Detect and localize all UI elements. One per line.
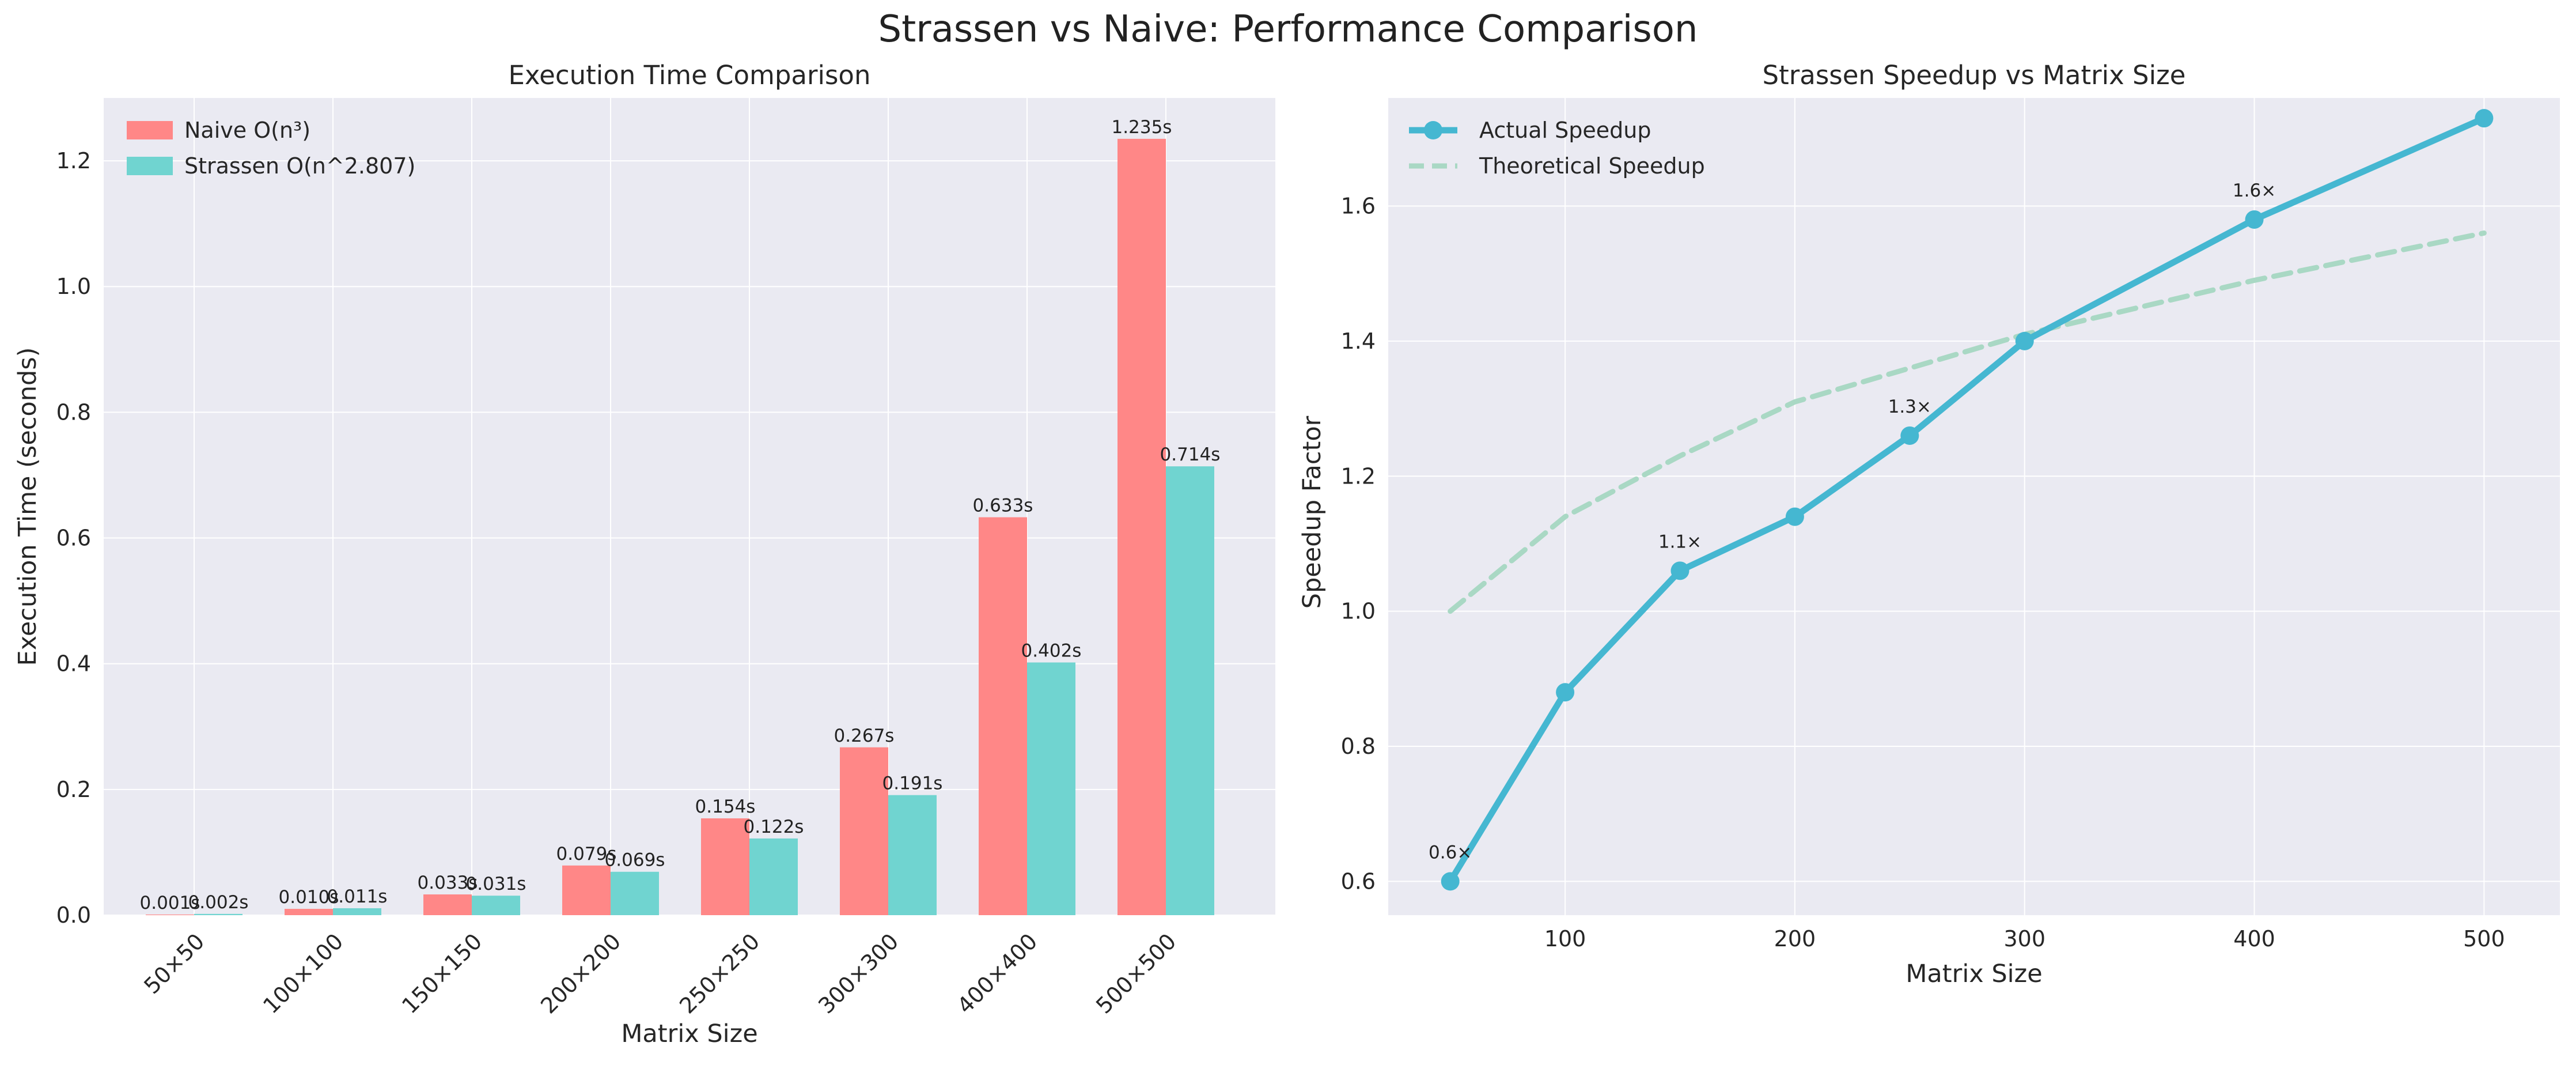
figure-title: Strassen vs Naive: Performance Compariso… bbox=[878, 8, 1698, 51]
line-y-tick-label: 1.2 bbox=[1341, 463, 1376, 489]
actual-speedup-point bbox=[1785, 507, 1804, 526]
bar-naive-value-label: 0.633s bbox=[973, 496, 1033, 516]
bar-x-tick-label: 400×400 bbox=[952, 928, 1042, 1018]
line-x-tick-label: 300 bbox=[2003, 926, 2045, 951]
speedup-annotation: 1.1× bbox=[1658, 531, 1702, 552]
line-x-tick-label: 400 bbox=[2233, 926, 2275, 951]
bar-x-axis-label: Matrix Size bbox=[621, 1019, 757, 1048]
bar-naive-value-label: 0.267s bbox=[834, 726, 895, 746]
bar-naive-value-label: 0.001s bbox=[140, 893, 200, 913]
actual-speedup-point bbox=[1556, 683, 1575, 702]
actual-speedup-point bbox=[1441, 872, 1460, 891]
legend-label-actual: Actual Speedup bbox=[1479, 118, 1651, 143]
bar-y-tick-label: 0.0 bbox=[56, 902, 91, 928]
line-x-axis-label: Matrix Size bbox=[1906, 960, 2042, 988]
bar-plot-area bbox=[104, 98, 1275, 915]
bar-strassen-value-label: 0.402s bbox=[1021, 641, 1082, 662]
legend-label-naive: Naive O(n³) bbox=[184, 118, 310, 143]
line-y-tick-label: 1.4 bbox=[1341, 328, 1376, 354]
bar-naive bbox=[285, 909, 333, 915]
bar-strassen bbox=[194, 913, 243, 915]
bar-y-axis-label: Execution Time (seconds) bbox=[13, 348, 42, 666]
bar-strassen bbox=[333, 908, 381, 915]
speedup-annotation: 1.6× bbox=[2233, 180, 2276, 201]
bar-strassen bbox=[749, 838, 798, 915]
legend-label-strassen: Strassen O(n^2.807) bbox=[184, 153, 415, 179]
actual-speedup-point bbox=[2015, 331, 2034, 350]
legend-marker-actual bbox=[1424, 121, 1442, 139]
actual-speedup-point bbox=[2245, 210, 2264, 229]
line-plot-area bbox=[1388, 98, 2560, 915]
bar-naive-value-label: 0.033s bbox=[418, 873, 478, 893]
bar-strassen-value-label: 0.011s bbox=[327, 886, 388, 907]
bar-strassen bbox=[1027, 662, 1075, 915]
bar-naive bbox=[701, 818, 749, 915]
line-y-tick-label: 1.0 bbox=[1341, 599, 1376, 624]
bar-naive bbox=[562, 865, 611, 915]
bar-strassen bbox=[611, 871, 659, 915]
bar-y-tick-label: 0.2 bbox=[56, 777, 91, 802]
legend-label-theoretical: Theoretical Speedup bbox=[1479, 153, 1705, 179]
bar-x-tick-label: 200×200 bbox=[536, 928, 626, 1018]
bar-strassen-value-label: 0.031s bbox=[466, 874, 526, 894]
line-y-axis-label: Speedup Factor bbox=[1298, 416, 1327, 609]
bar-strassen-value-label: 0.714s bbox=[1160, 444, 1221, 465]
speedup-annotation: 0.6× bbox=[1429, 842, 1472, 863]
bar-naive bbox=[1117, 138, 1166, 915]
bar-y-tick-label: 0.6 bbox=[56, 526, 91, 551]
bar-x-tick-label: 250×250 bbox=[675, 928, 764, 1018]
bar-y-tick-label: 1.2 bbox=[56, 148, 91, 173]
bar-naive-value-label: 1.235s bbox=[1112, 117, 1172, 138]
bar-x-tick-label: 100×100 bbox=[258, 928, 348, 1018]
bar-chart-title: Execution Time Comparison bbox=[509, 60, 871, 90]
bar-strassen-value-label: 0.002s bbox=[188, 892, 249, 913]
bar-naive bbox=[840, 747, 888, 915]
bar-strassen bbox=[472, 896, 520, 915]
actual-speedup-line bbox=[1447, 115, 2487, 885]
bar-x-tick-label: 500×500 bbox=[1091, 928, 1181, 1018]
bar-strassen-value-label: 0.122s bbox=[744, 817, 804, 837]
bar-strassen bbox=[888, 795, 937, 915]
legend-swatch-strassen bbox=[127, 157, 173, 175]
bar-x-tick-label: 50×50 bbox=[139, 928, 209, 999]
line-x-tick-label: 500 bbox=[2463, 926, 2505, 951]
line-x-tick-label: 100 bbox=[1544, 926, 1586, 951]
theoretical-speedup-line bbox=[1448, 230, 2487, 614]
line-x-tick-label: 200 bbox=[1774, 926, 1816, 951]
bar-naive-value-label: 0.154s bbox=[695, 796, 756, 817]
bar-y-tick-label: 0.4 bbox=[56, 651, 91, 677]
line-chart-title: Strassen Speedup vs Matrix Size bbox=[1763, 60, 2186, 90]
bar-strassen bbox=[1166, 466, 1214, 915]
bar-strassen-value-label: 0.069s bbox=[605, 850, 665, 871]
bar-x-tick-label: 150×150 bbox=[397, 928, 487, 1018]
bar-x-tick-label: 300×300 bbox=[813, 928, 903, 1018]
actual-speedup-point bbox=[1670, 561, 1689, 580]
bar-naive-value-label: 0.010s bbox=[279, 887, 339, 908]
bar-naive-value-label: 0.079s bbox=[556, 844, 617, 864]
bar-naive bbox=[979, 517, 1027, 915]
bar-y-tick-label: 1.0 bbox=[56, 274, 91, 299]
bar-strassen-value-label: 0.191s bbox=[882, 773, 943, 794]
line-y-tick-label: 1.6 bbox=[1341, 194, 1376, 219]
line-y-tick-label: 0.6 bbox=[1341, 868, 1376, 894]
speedup-annotation: 1.3× bbox=[1888, 396, 1931, 417]
line-y-tick-label: 0.8 bbox=[1341, 734, 1376, 759]
bar-naive bbox=[423, 894, 472, 915]
bar-y-tick-label: 0.8 bbox=[56, 399, 91, 425]
actual-speedup-point bbox=[2475, 109, 2494, 128]
actual-speedup-point bbox=[1900, 426, 1919, 445]
legend-swatch-naive bbox=[127, 121, 173, 139]
